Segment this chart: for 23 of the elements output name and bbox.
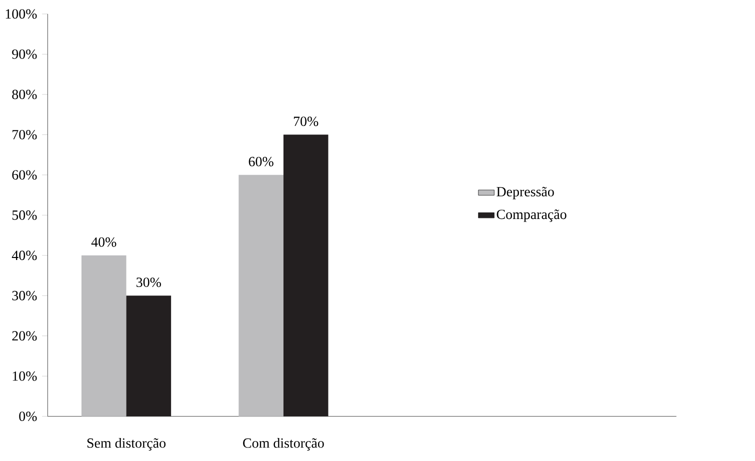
legend-label: Comparação [496,210,566,222]
bar [283,134,328,416]
y-tick-label: 30% [12,290,37,300]
bar [81,255,126,416]
y-tick-label: 100% [6,9,37,19]
y-tick-label: 20% [12,331,37,341]
y-tick-label: 0% [19,412,37,422]
y-tick-label: 50% [12,210,37,220]
data-label: 40% [91,237,116,247]
legend-label: Depressão [496,186,554,200]
y-tick-label: 40% [12,250,37,260]
data-label: 30% [136,278,162,288]
y-tick-label: 70% [12,130,37,140]
bar [238,174,284,416]
y-tick-label: 60% [12,170,37,180]
y-tick-label: 90% [12,49,37,59]
x-tick-label: Sem distorção [87,438,166,451]
y-tick-label: 10% [12,371,37,381]
data-label: 70% [294,116,318,126]
y-tick-label: 80% [12,90,37,100]
bar [126,296,172,416]
x-tick-label: Com distorção [243,438,324,451]
data-label: 60% [248,156,274,166]
